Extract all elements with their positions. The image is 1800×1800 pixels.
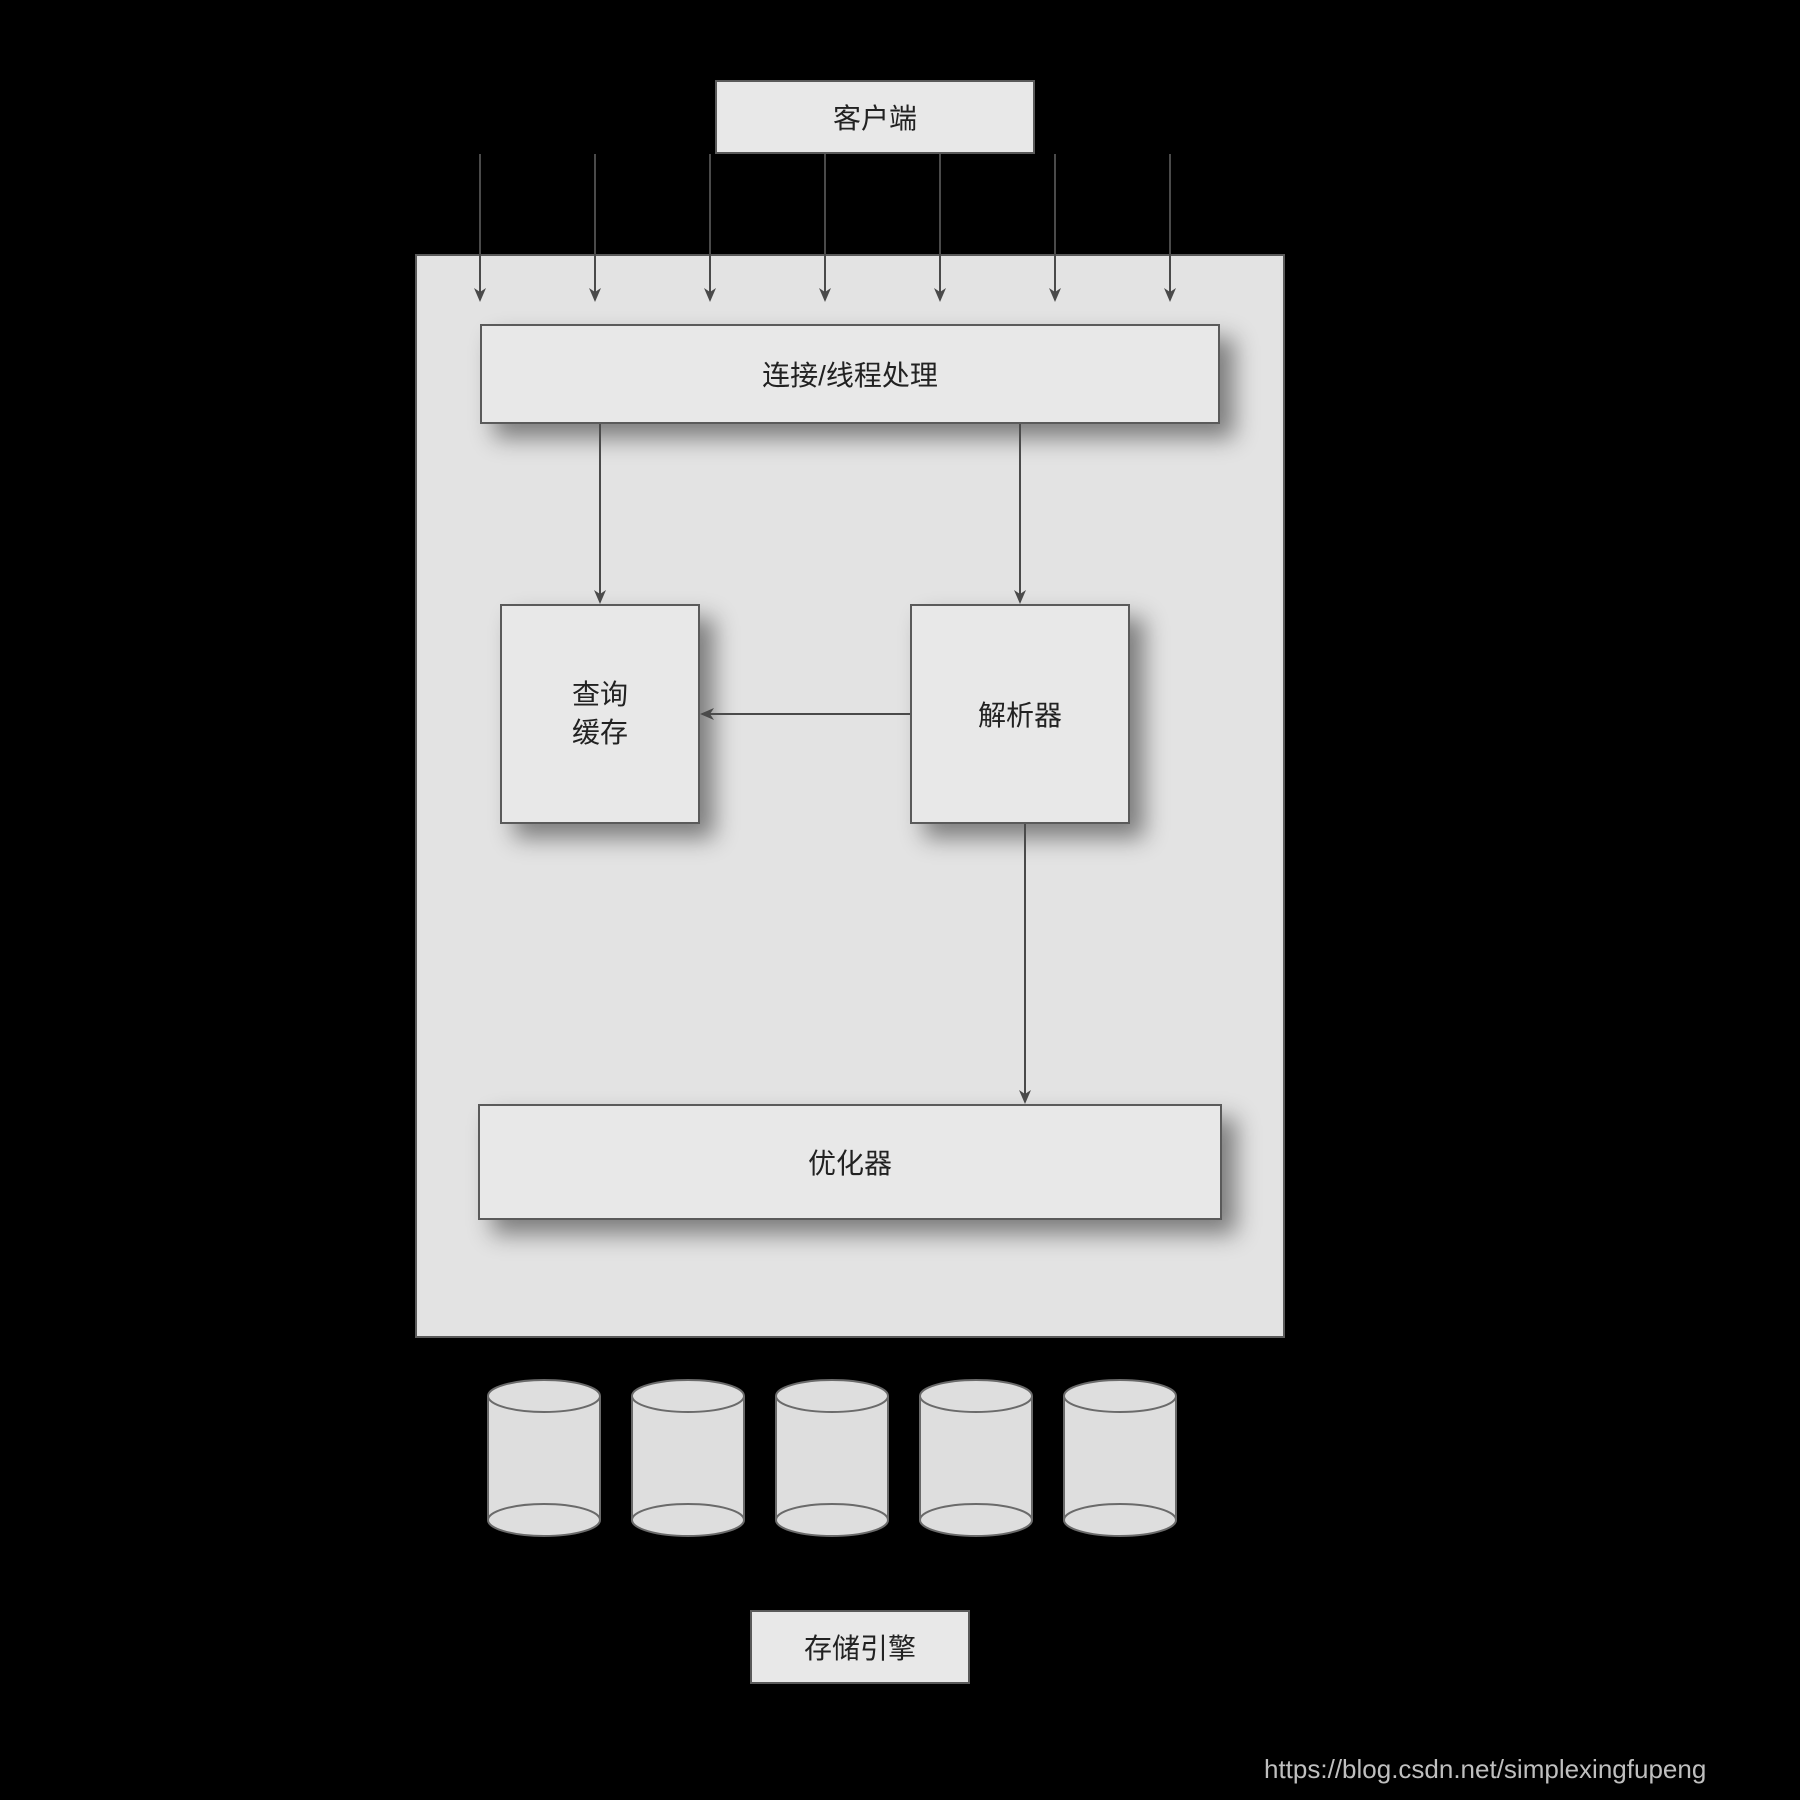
optimizer-label: 优化器 — [808, 1142, 892, 1182]
parser-label: 解析器 — [978, 694, 1062, 734]
connection-box: 连接/线程处理 — [480, 324, 1220, 424]
storage-cylinder-2 — [630, 1378, 746, 1542]
watermark-label: https://blog.csdn.net/simplexingfupeng — [1264, 1754, 1706, 1784]
storage-engine-box: 存储引擎 — [750, 1610, 970, 1684]
query-cache-box: 查询 缓存 — [500, 604, 700, 824]
optimizer-box: 优化器 — [478, 1104, 1222, 1220]
storage-cylinder-4 — [918, 1378, 1034, 1542]
query-cache-label: 查询 缓存 — [572, 676, 628, 752]
storage-cylinder-1 — [486, 1378, 602, 1542]
client-label: 客户端 — [833, 97, 917, 137]
storage-engine-label: 存储引擎 — [804, 1627, 916, 1667]
client-box: 客户端 — [715, 80, 1035, 154]
storage-cylinder-5 — [1062, 1378, 1178, 1542]
connection-label: 连接/线程处理 — [762, 354, 938, 394]
watermark-text: https://blog.csdn.net/simplexingfupeng — [1264, 1754, 1706, 1785]
storage-cylinder-3 — [774, 1378, 890, 1542]
parser-box: 解析器 — [910, 604, 1130, 824]
